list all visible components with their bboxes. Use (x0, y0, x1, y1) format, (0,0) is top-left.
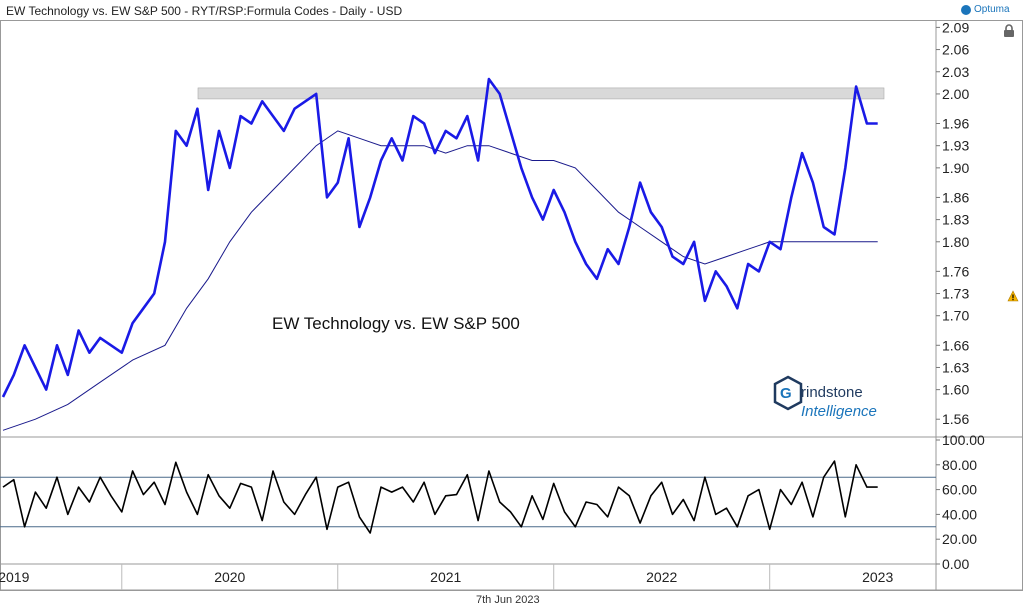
y-tick-label: 1.63 (942, 359, 969, 375)
rsi-tick-label: 60.00 (942, 482, 977, 498)
y-axis: 2.09 2.06 2.03 2.00 1.96 1.93 1.90 1.86 1.83 1.80… (936, 19, 985, 572)
rsi-tick-label: 40.00 (942, 506, 977, 522)
y-tick-label: 1.96 (942, 116, 969, 132)
x-tick-label: 2023 (862, 569, 893, 585)
grindstone-tagline: Intelligence (801, 403, 877, 420)
y-tick-label: 1.93 (942, 138, 969, 154)
y-tick-label: 1.60 (942, 382, 969, 398)
price-ratio-line (1, 77, 878, 398)
chart-border (0, 20, 1023, 591)
chart-annotation: EW Technology vs. EW S&P 500 (272, 314, 520, 333)
x-tick-label: 2019 (0, 569, 30, 585)
optuma-brand[interactable]: Optuma (961, 4, 1010, 15)
optuma-logo-icon (961, 4, 971, 15)
moving-average-line (2, 130, 878, 431)
x-tick-label: 2021 (430, 569, 461, 585)
rsi-tick-label: 80.00 (942, 457, 977, 473)
rsi-tick-label: 0.00 (942, 556, 969, 572)
lock-icon[interactable] (1003, 24, 1015, 38)
y-tick-label: 2.09 (942, 19, 969, 35)
y-tick-label: 2.00 (942, 86, 969, 102)
rsi-panel (0, 460, 936, 534)
grindstone-letter: G (780, 385, 792, 402)
y-tick-label: 1.56 (942, 411, 969, 427)
y-tick-label: 1.83 (942, 212, 969, 228)
y-tick-label: 2.06 (942, 42, 969, 58)
grindstone-name: rindstone (801, 384, 863, 401)
y-tick-label: 1.70 (942, 308, 969, 324)
warning-icon[interactable] (1007, 290, 1019, 302)
x-tick-label: 2020 (214, 569, 245, 585)
grindstone-logo: G rindstone Intelligence (773, 375, 877, 420)
rsi-tick-label: 100.00 (942, 432, 985, 448)
price-panel (1, 77, 885, 431)
chart-title: EW Technology vs. EW S&P 500 - RYT/RSP:F… (6, 4, 403, 18)
y-tick-label: 1.80 (942, 234, 969, 250)
optuma-brand-label: Optuma (974, 4, 1010, 15)
y-tick-label: 1.73 (942, 286, 969, 302)
rsi-line (2, 460, 878, 534)
y-tick-label: 1.86 (942, 189, 969, 205)
rsi-tick-label: 20.00 (942, 531, 977, 547)
grindstone-hex-icon (773, 375, 803, 411)
y-tick-label: 1.66 (942, 337, 969, 353)
x-tick-label: 2022 (646, 569, 677, 585)
footer-date: 7th Jun 2023 (476, 594, 540, 606)
resistance-band (197, 87, 885, 100)
y-tick-label: 2.03 (942, 64, 969, 80)
chart-frame (0, 20, 1023, 591)
x-axis: 2019 2020 2021 2022 2023 (0, 564, 893, 590)
y-tick-label: 1.76 (942, 263, 969, 279)
y-tick-label: 1.90 (942, 160, 969, 176)
